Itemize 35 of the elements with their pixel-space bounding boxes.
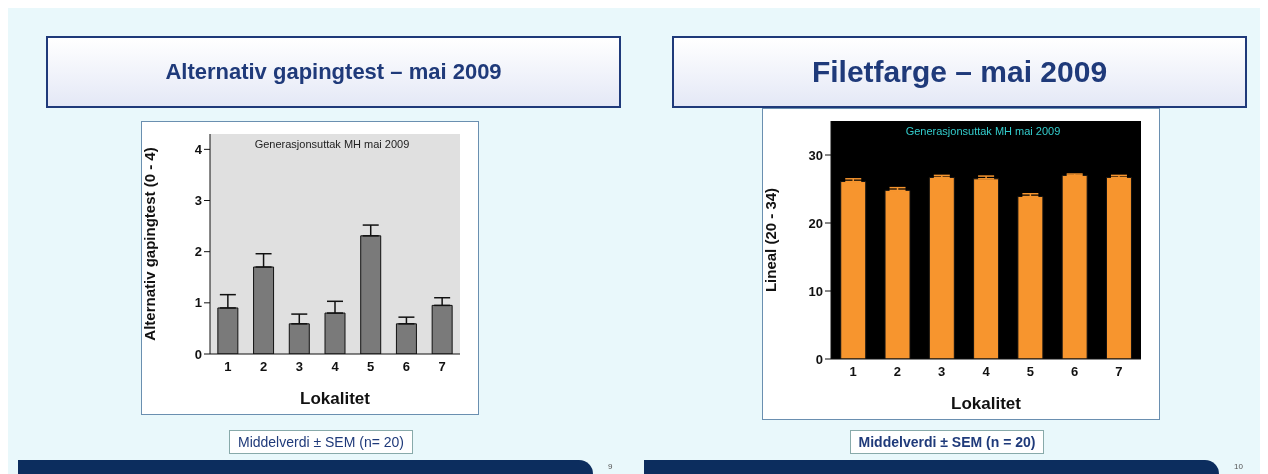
x-tick-label: 1	[849, 364, 857, 380]
x-axis-title: Lokalitet	[951, 394, 1022, 413]
x-tick-label: 5	[1026, 364, 1034, 380]
y-tick-label: 3	[194, 193, 202, 209]
y-tick-label: 1	[194, 295, 202, 311]
x-tick-label: 7	[438, 359, 446, 375]
chart-subtitle: Generasjonsuttak MH mai 2009	[904, 125, 1062, 137]
x-tick-label: 4	[982, 364, 991, 380]
x-tick-label: 2	[259, 359, 268, 375]
y-tick-label: 30	[808, 147, 823, 163]
text: Middelverdi ± SEM (n= 20)	[228, 430, 414, 454]
y-axis-title: Alternativ gapingtest (0 - 4)	[141, 147, 159, 341]
x-tick-label: 4	[331, 359, 340, 375]
x-tick-label: 6	[1070, 364, 1079, 380]
y-axis-title: Lineal (20 - 34)	[762, 187, 780, 293]
x-tick-label: 6	[402, 359, 411, 375]
x-tick-label: 7	[1115, 364, 1123, 380]
x-tick-label: 3	[938, 364, 946, 380]
text: 10	[1234, 462, 1243, 471]
chart-title: Alternativ gapingtest – mai 2009	[46, 36, 621, 108]
x-axis-title: Lokalitet	[300, 389, 371, 408]
y-tick-label: 20	[808, 215, 823, 231]
x-tick-label: 2	[893, 364, 902, 380]
y-tick-label: 2	[194, 244, 202, 260]
y-tick-label: 0	[194, 346, 202, 362]
chart-title: Filetfarge – mai 2009	[672, 36, 1247, 108]
y-tick-label: 10	[808, 283, 823, 299]
x-tick-label: 3	[295, 359, 303, 375]
x-tick-label: 5	[367, 359, 375, 375]
text: 9	[608, 462, 613, 471]
chart-subtitle: Generasjonsuttak MH mai 2009	[253, 138, 411, 150]
x-tick-label: 1	[224, 359, 232, 375]
y-tick-label: 0	[815, 351, 823, 367]
y-tick-label: 4	[194, 141, 203, 157]
text: Middelverdi ± SEM (n = 20)	[849, 430, 1045, 454]
